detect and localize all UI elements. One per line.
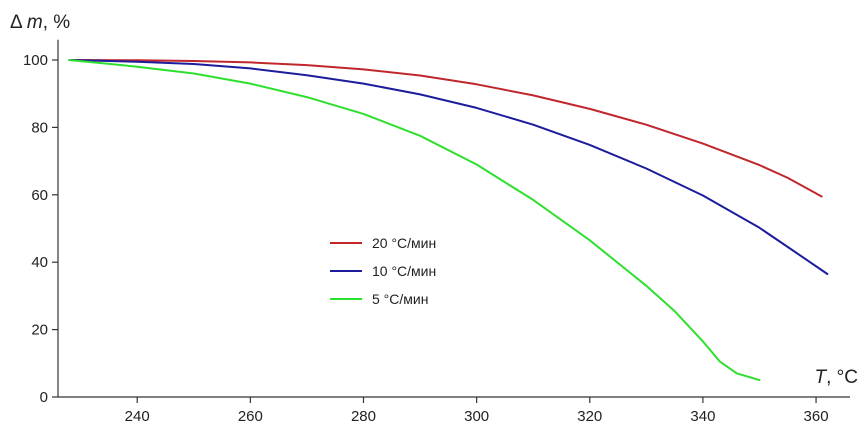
y-tick-label: 20 <box>31 322 48 339</box>
y-tick-label: 80 <box>31 119 48 136</box>
y-tick-label: 0 <box>40 389 48 406</box>
legend-label: 5 °C/мин <box>372 291 428 307</box>
series-line-1 <box>68 59 823 198</box>
x-tick-label: 360 <box>804 408 829 423</box>
y-tick-label: 60 <box>31 187 48 204</box>
y-axis-title: Δ m, % <box>10 12 70 33</box>
x-tick-label: 340 <box>690 408 715 423</box>
y-tick-label: 40 <box>31 254 48 271</box>
x-axis-title: T, °C <box>815 367 859 388</box>
legend: 20 °C/мин 10 °C/мин 5 °C/мин <box>330 235 436 307</box>
x-tick-label: 320 <box>577 408 602 423</box>
x-tick-label: 300 <box>464 408 489 423</box>
series-line-2 <box>68 59 829 275</box>
legend-label: 20 °C/мин <box>372 235 436 251</box>
y-tick-label: 100 <box>23 52 48 69</box>
axes: 0 20 40 60 80 100 240 260 280 300 320 340 360 <box>23 39 850 423</box>
x-tick-label: 240 <box>125 408 150 423</box>
series-line-3 <box>68 59 761 382</box>
series-lines <box>68 59 829 382</box>
x-tick-label: 260 <box>238 408 263 423</box>
x-tick-label: 280 <box>351 408 376 423</box>
legend-label: 10 °C/мин <box>372 263 436 279</box>
